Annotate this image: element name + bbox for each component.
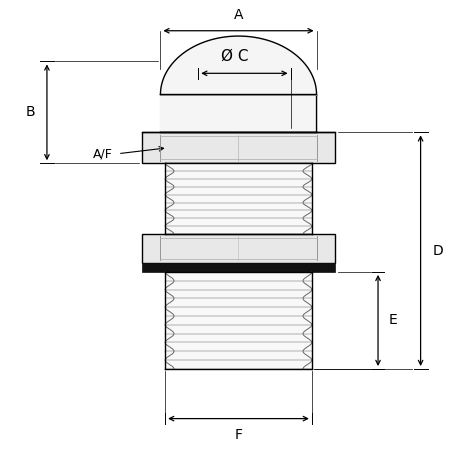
Text: B: B [25,105,35,119]
Bar [165,272,311,369]
Bar [141,234,335,263]
Bar [141,263,335,272]
Bar [160,95,316,132]
Bar [141,132,335,163]
Text: Ø C: Ø C [221,49,248,64]
Polygon shape [160,36,316,132]
Text: A: A [233,8,243,22]
Text: E: E [387,314,397,327]
Bar [165,163,311,234]
Text: A/F: A/F [93,147,113,160]
Text: D: D [432,244,442,258]
Text: F: F [234,428,242,442]
